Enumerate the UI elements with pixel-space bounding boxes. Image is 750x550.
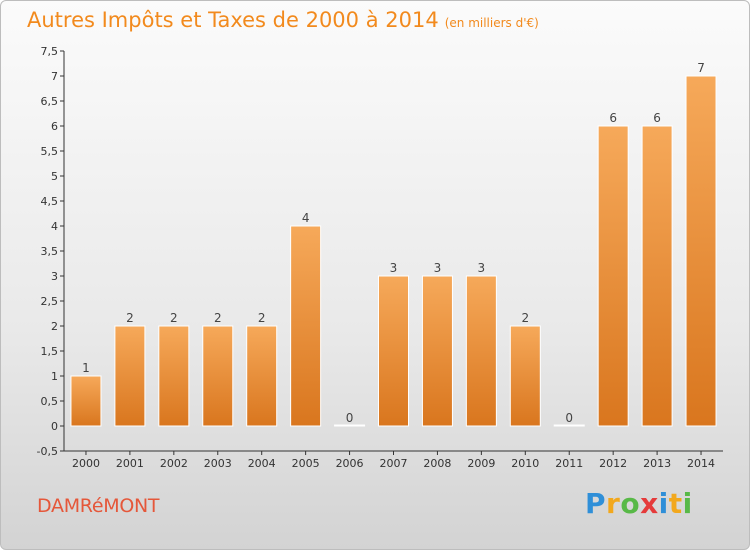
y-tick-label: 6,5 (41, 95, 59, 108)
bar-2006 (334, 424, 366, 427)
data-label: 2 (214, 311, 222, 325)
logo-letter: i (658, 487, 669, 520)
y-tick-label: 1,5 (41, 345, 59, 358)
logo-letter: o (620, 487, 641, 520)
data-label: 0 (565, 411, 573, 425)
x-tick-label: 2005 (292, 457, 320, 470)
y-tick-label: -0,5 (37, 445, 58, 458)
y-tick-label: 0,5 (41, 395, 59, 408)
bar-2007 (378, 275, 409, 427)
logo-letter: t (668, 487, 683, 520)
x-tick-label: 2002 (160, 457, 188, 470)
data-label: 3 (390, 261, 398, 275)
proxiti-logo: Proxiti (585, 487, 693, 520)
data-label: 4 (302, 211, 310, 225)
data-label: 1 (82, 361, 90, 375)
x-tick-label: 2006 (336, 457, 364, 470)
data-label: 2 (258, 311, 266, 325)
bar-2004 (246, 325, 278, 427)
x-tick-label: 2011 (555, 457, 583, 470)
x-tick-label: 2004 (248, 457, 276, 470)
commune-name: DAMRéMONT (37, 495, 160, 517)
bar-2001 (114, 325, 146, 427)
bar-2005 (290, 225, 322, 427)
x-tick-label: 2003 (204, 457, 232, 470)
x-tick-label: 2007 (380, 457, 408, 470)
bar-2012 (597, 125, 629, 427)
data-label: 6 (609, 111, 617, 125)
y-tick-label: 6 (51, 120, 58, 133)
chart-title-text: Autres Impôts et Taxes de 2000 à 2014 (27, 8, 439, 32)
x-tick-label: 2010 (511, 457, 539, 470)
y-tick-label: 7,5 (41, 45, 59, 58)
bar-2011 (553, 424, 585, 427)
bar-2008 (421, 275, 453, 427)
data-label: 2 (521, 311, 529, 325)
y-tick-label: 5,5 (41, 145, 59, 158)
logo-letter: i (682, 487, 693, 520)
data-label: 3 (434, 261, 442, 275)
y-tick-label: 0 (51, 420, 58, 433)
bar-2000 (70, 375, 102, 427)
bar-2003 (202, 325, 234, 427)
data-label: 2 (126, 311, 134, 325)
logo-letter: x (640, 487, 659, 520)
chart-title: Autres Impôts et Taxes de 2000 à 2014 (en… (27, 8, 539, 32)
x-tick-label: 2008 (423, 457, 451, 470)
bar-2009 (465, 275, 497, 427)
x-tick-label: 2013 (643, 457, 671, 470)
y-tick-label: 5 (51, 170, 58, 183)
y-tick-label: 3 (51, 270, 58, 283)
data-label: 6 (653, 111, 661, 125)
data-label: 3 (478, 261, 486, 275)
y-tick-label: 1 (51, 370, 58, 383)
y-tick-label: 3,5 (41, 245, 59, 258)
logo-letter: P (585, 487, 607, 520)
x-tick-label: 2014 (687, 457, 715, 470)
x-tick-label: 2000 (72, 457, 100, 470)
data-label: 2 (170, 311, 178, 325)
x-tick-label: 2001 (116, 457, 144, 470)
data-label: 0 (346, 411, 354, 425)
bar-2010 (509, 325, 541, 427)
x-tick-label: 2012 (599, 457, 627, 470)
x-tick-label: 2009 (467, 457, 495, 470)
data-label: 7 (697, 61, 705, 75)
y-tick-label: 4 (51, 220, 58, 233)
y-tick-label: 2,5 (41, 295, 59, 308)
y-tick-label: 2 (51, 320, 58, 333)
y-tick-label: 4,5 (41, 195, 59, 208)
chart-subtitle: (en milliers d'€) (444, 16, 539, 30)
bar-2002 (158, 325, 190, 427)
bar-2014 (685, 75, 717, 427)
bar-2013 (641, 125, 673, 427)
y-tick-label: 7 (51, 70, 58, 83)
logo-letter: r (606, 487, 621, 520)
